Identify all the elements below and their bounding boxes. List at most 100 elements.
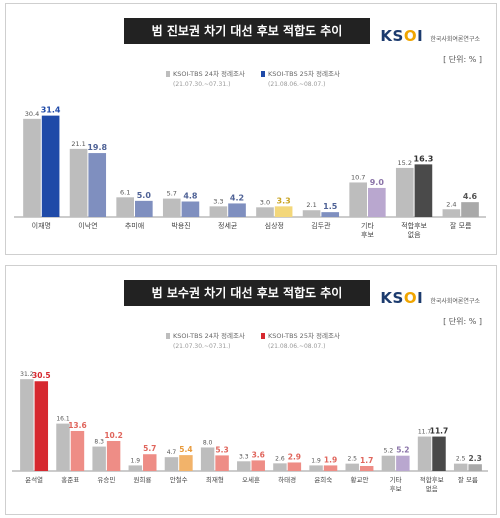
data-label: 3.6 [252, 450, 265, 459]
data-label: 2.1 [306, 201, 316, 209]
category-label: 원희룡 [134, 475, 152, 484]
data-label: 3.3 [277, 196, 291, 205]
data-label: 13.6 [68, 421, 87, 430]
data-label: 31.2 [20, 371, 34, 378]
bar [143, 454, 157, 471]
legend-item-25: KSOI-TBS 25차 정례조사 (21.08.06.~08.07.) [261, 68, 340, 88]
legend-label: KSOI-TBS 24차 정례조사 [173, 332, 245, 340]
data-label: 11.7 [418, 429, 432, 436]
category-label: 하태경 [278, 475, 296, 484]
bar [179, 455, 193, 471]
bar [287, 462, 302, 471]
legend-label: KSOI-TBS 25차 정례조사 [268, 70, 340, 78]
data-label: 19.8 [87, 143, 107, 152]
legend-swatch [261, 71, 265, 77]
bar [41, 115, 60, 217]
category-label: 박용진 [171, 221, 190, 230]
chart-title: 범 보수권 차기 대선 후보 적합도 추이 [124, 280, 370, 306]
category-label: 잘 모름 [450, 222, 472, 230]
category-label: 최재형 [206, 475, 224, 484]
bar [181, 201, 200, 217]
bar [453, 463, 468, 471]
conservative-candidates-chart: 범 보수권 차기 대선 후보 적합도 추이 KSOI 한국사회여론연구소 [ 단… [5, 265, 497, 515]
data-label: 1.5 [323, 202, 338, 211]
data-label: 1.7 [360, 456, 373, 465]
data-label: 2.5 [347, 456, 357, 463]
category-label: 유승민 [97, 475, 115, 484]
progressive-candidates-chart: 범 진보권 차기 대선 후보 적합도 추이 KSOI 한국사회여론연구소 [ 단… [5, 3, 497, 255]
bar [274, 206, 293, 217]
ksoi-logo: KSOI 한국사회여론연구소 [380, 288, 480, 307]
data-label: 2.3 [469, 454, 482, 463]
conservative-bar-plot: 31.230.5윤석열16.113.6홍준표8.310.2유승민1.95.7원희… [12, 371, 488, 493]
legend-swatch [261, 333, 265, 339]
data-label: 2.9 [288, 452, 301, 461]
ksoi-logo: KSOI 한국사회여론연구소 [380, 26, 480, 45]
data-label: 5.0 [137, 191, 152, 200]
category-label: 안철수 [170, 475, 188, 484]
data-label: 5.7 [167, 190, 177, 198]
data-label: 4.2 [230, 193, 244, 202]
data-label: 4.8 [183, 192, 198, 201]
data-label: 16.3 [414, 154, 434, 163]
bar [20, 379, 34, 471]
data-label: 11.7 [430, 427, 449, 436]
category-label: 잘 모름 [458, 476, 478, 484]
bar [395, 167, 414, 217]
logo-subtitle: 한국사회여론연구소 [430, 298, 480, 305]
bar [92, 446, 106, 471]
category-label: 없음 [408, 231, 421, 239]
legend-period: (21.08.06.~08.07.) [268, 343, 326, 350]
data-label: 16.1 [56, 416, 70, 423]
data-label: 10.7 [351, 173, 365, 181]
data-label: 5.2 [396, 446, 409, 455]
data-label: 8.0 [203, 439, 213, 446]
category-label: 적합후보 [401, 221, 427, 230]
bar [323, 465, 338, 471]
legend-swatch [166, 333, 170, 339]
unit-label: [ 단위: % ] [443, 317, 482, 326]
bar [116, 197, 134, 217]
bar [251, 460, 265, 471]
data-label: 3.3 [239, 453, 249, 460]
category-label: 정세균 [218, 221, 238, 230]
legend-label: KSOI-TBS 25차 정례조사 [268, 332, 340, 340]
data-label: 5.2 [384, 448, 394, 455]
data-label: 2.5 [456, 456, 466, 463]
legend-swatch [166, 71, 170, 77]
category-label: 없음 [426, 485, 438, 493]
logo-mark: KSOI [380, 289, 424, 307]
category-label: 윤희숙 [314, 475, 332, 484]
bar [162, 198, 181, 217]
category-label: 홍준표 [61, 475, 79, 484]
data-label: 5.3 [215, 445, 228, 454]
category-label: 기타 [361, 221, 374, 230]
bar [461, 202, 479, 217]
logo-mark: KSOI [380, 27, 424, 45]
category-label: 후보 [361, 231, 374, 239]
bar [200, 447, 215, 471]
bar [209, 206, 228, 217]
bar [396, 455, 410, 471]
data-label: 1.9 [131, 457, 141, 464]
bar [442, 209, 461, 217]
bar [135, 200, 153, 217]
category-label: 김두관 [311, 221, 331, 230]
bar [228, 203, 246, 217]
progressive-bar-plot: 30.4 31.4 이재명 21.1 19.8 이낙연 6.1 5.0 추미애 5.7 4.8 박용진… [14, 106, 486, 239]
data-label: 10.2 [104, 431, 123, 440]
unit-label: [ 단위: % ] [443, 55, 482, 64]
bar [69, 148, 88, 217]
data-label: 3.0 [260, 198, 270, 206]
data-label: 4.6 [463, 192, 478, 201]
data-label: 9.0 [370, 178, 385, 187]
bar [273, 463, 287, 471]
data-label: 15.2 [398, 159, 412, 167]
data-label: 2.6 [275, 455, 285, 462]
bar [359, 465, 374, 471]
bar [215, 455, 229, 471]
data-label: 1.9 [311, 457, 321, 464]
data-label: 4.7 [167, 449, 177, 456]
bar [256, 207, 274, 217]
data-label: 30.5 [32, 371, 51, 380]
